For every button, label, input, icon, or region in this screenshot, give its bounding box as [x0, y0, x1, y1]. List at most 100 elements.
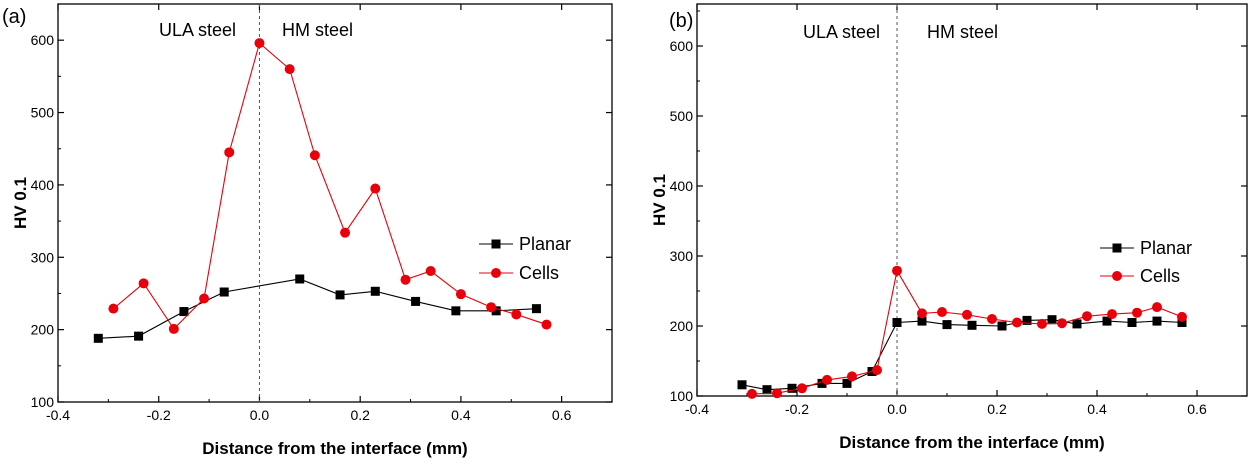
data-point-cells [309, 150, 320, 161]
series-line-cells [751, 269, 1183, 395]
x-tick-label: -0.2 [147, 407, 171, 423]
data-point-planar [967, 320, 977, 330]
y-tick-label: 300 [31, 249, 55, 265]
data-point-cells [847, 371, 857, 382]
y-tick-label: 600 [31, 32, 55, 48]
legend-marker-circle [491, 268, 501, 278]
data-point-cells [1012, 317, 1022, 328]
data-point-planar [1047, 315, 1057, 325]
x-tick-label: 0.2 [987, 401, 1007, 417]
data-point-cells [1082, 311, 1092, 322]
data-point-planar [1072, 319, 1082, 329]
x-tick-label: -0.4 [685, 401, 709, 417]
data-point-cells [1057, 318, 1067, 329]
y-tick-label: 600 [670, 38, 694, 54]
x-tick-label: -0.4 [46, 407, 70, 423]
x-tick-label: 0.4 [1087, 401, 1107, 417]
data-point-planar [737, 380, 747, 390]
series-line-planar [98, 278, 537, 339]
series-cells [747, 265, 1187, 399]
x-tick-label: 0.6 [1187, 401, 1207, 417]
data-point-cells [168, 323, 179, 334]
x-axis-title: Distance from the interface (mm) [202, 439, 467, 458]
data-point-planar [370, 286, 380, 296]
y-tick-label: 500 [31, 105, 55, 121]
y-tick-label: 500 [670, 108, 694, 124]
legend-item-cells: Cells [479, 263, 559, 283]
data-point-planar [219, 287, 229, 297]
legend-marker-circle [1112, 271, 1122, 281]
legend-label: Planar [519, 234, 571, 254]
data-point-planar [1022, 315, 1032, 325]
x-tick-label: 0.6 [552, 407, 572, 423]
annotation-ula-steel: ULA steel [803, 22, 880, 42]
data-point-cells [822, 374, 832, 385]
data-point-cells [987, 314, 997, 324]
data-point-cells [370, 183, 381, 194]
x-tick-label: 0.2 [350, 407, 370, 423]
y-tick-label: 100 [31, 394, 55, 410]
legend-label: Cells [1140, 266, 1180, 286]
data-point-cells [917, 308, 927, 319]
annotation-hm-steel: HM steel [282, 20, 353, 40]
x-tick-label: 0.4 [451, 407, 471, 423]
data-point-cells [138, 278, 149, 289]
y-tick-label: 400 [31, 177, 55, 193]
data-point-planar [817, 378, 827, 388]
legend-marker-square [491, 239, 501, 249]
y-axis-title: HV 0.1 [650, 174, 669, 226]
x-axis-title: Distance from the interface (mm) [839, 433, 1104, 452]
data-point-cells [797, 383, 807, 394]
y-tick-label: 400 [670, 178, 694, 194]
y-tick-label: 200 [670, 318, 694, 334]
data-point-cells [340, 227, 351, 238]
legend-label: Cells [519, 263, 559, 283]
data-point-cells [1132, 307, 1142, 318]
y-tick-label: 100 [670, 388, 694, 404]
data-point-cells [1177, 311, 1187, 322]
data-point-planar [1102, 316, 1112, 326]
plot-frame [696, 3, 1248, 397]
data-point-cells [108, 303, 119, 314]
data-point-planar [917, 316, 927, 326]
data-point-planar [1127, 318, 1137, 327]
x-tick-label: 0.0 [250, 407, 270, 423]
series-planar [93, 274, 541, 343]
data-point-cells [1107, 309, 1117, 320]
data-point-planar [942, 320, 952, 330]
data-point-planar [531, 304, 541, 314]
series-cells [108, 38, 552, 334]
data-point-planar [1152, 316, 1162, 326]
data-point-cells [892, 265, 902, 276]
data-point-planar [335, 290, 345, 300]
legend-item-cells: Cells [1100, 266, 1180, 286]
series-line-planar [741, 319, 1183, 391]
data-point-cells [962, 309, 972, 320]
chart-panel-a: -0.4 -0.2 0.0 0.2 0.4 0.6 100 200 300 400 500 600 Di… [2, 3, 613, 458]
data-point-cells [541, 319, 552, 330]
legend-label: Planar [1140, 238, 1192, 258]
data-point-cells [486, 302, 497, 313]
data-point-cells [772, 388, 782, 399]
data-point-planar [762, 385, 772, 395]
legend-item-planar: Planar [479, 234, 571, 254]
annotation-ula-steel: ULA steel [159, 20, 236, 40]
data-point-planar [179, 307, 189, 317]
data-point-planar [134, 331, 144, 341]
series-planar [737, 315, 1187, 395]
data-point-cells [747, 388, 757, 399]
data-point-planar [842, 378, 852, 388]
data-point-planar [295, 274, 305, 284]
data-point-cells [400, 274, 411, 285]
data-point-cells [511, 309, 522, 320]
legend-item-planar: Planar [1100, 238, 1192, 258]
panel-label: (a) [2, 6, 26, 28]
data-point-cells [284, 64, 295, 75]
series-line-cells [113, 42, 547, 330]
x-tick-label: 0.0 [887, 401, 907, 417]
data-point-cells [937, 307, 947, 317]
data-point-planar [892, 318, 902, 327]
data-point-planar [451, 306, 461, 316]
data-point-planar [787, 383, 797, 393]
